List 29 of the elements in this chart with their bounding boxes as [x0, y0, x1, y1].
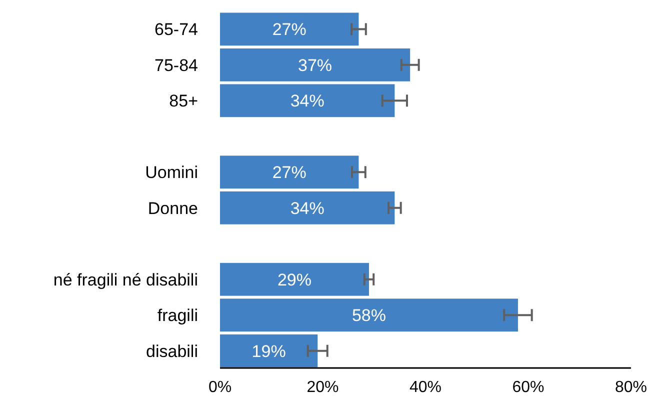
- y-tick-label: fragili: [157, 306, 198, 326]
- bar: [220, 334, 318, 368]
- data-label: 34%: [290, 198, 324, 218]
- bar: [220, 48, 410, 82]
- x-tick-label: 0%: [208, 379, 232, 396]
- data-label: 27%: [272, 20, 306, 40]
- y-tick-label: né fragili né disabili: [53, 270, 198, 290]
- y-tick-label: 65-74: [154, 20, 198, 40]
- data-label: 29%: [277, 270, 312, 290]
- y-tick-label: Uomini: [145, 163, 198, 182]
- bar: [220, 262, 369, 296]
- bar: [220, 298, 518, 332]
- y-tick-label: disabili: [146, 342, 198, 361]
- data-label: 34%: [290, 92, 324, 111]
- data-label: 27%: [272, 163, 306, 182]
- data-label: 37%: [298, 56, 332, 75]
- bar: [220, 12, 359, 46]
- x-tick-label: 60%: [512, 379, 544, 396]
- data-label: 58%: [352, 306, 386, 326]
- y-tick-label: 85+: [169, 92, 198, 111]
- x-tick-label: 80%: [614, 379, 648, 396]
- bar: [220, 191, 395, 224]
- y-tick-label: 75-84: [154, 56, 198, 75]
- x-tick-label: 20%: [306, 379, 339, 396]
- bar: [220, 84, 395, 118]
- y-tick-label: Donne: [148, 198, 198, 218]
- x-tick-label: 40%: [409, 379, 442, 396]
- data-label: 19%: [252, 342, 286, 361]
- bar: [220, 156, 359, 189]
